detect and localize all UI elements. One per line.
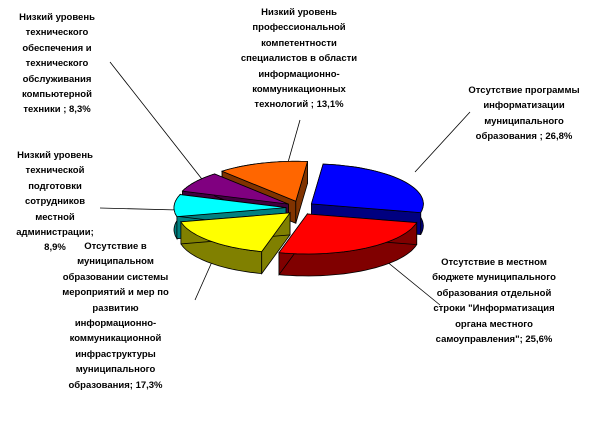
slice-1-top xyxy=(278,213,418,255)
leader-line-4 xyxy=(109,61,206,184)
data-label-red: Отсутствие в местном бюджете муниципальн… xyxy=(432,257,556,346)
data-label-blue: Отсутствие программы информатизации муни… xyxy=(468,85,580,143)
slice-4-top xyxy=(181,173,289,205)
data-label-purple: Низкий уровень технического обеспечения … xyxy=(19,12,95,116)
slice-0-top xyxy=(310,163,424,214)
data-label-yellow: Отсутствие в муниципальном образовании с… xyxy=(62,241,169,391)
data-label-orange: Низкий уровень профессиональной компетен… xyxy=(240,7,358,111)
slice-5-top xyxy=(220,160,309,202)
slice-3-top xyxy=(173,194,287,218)
leader-line-0 xyxy=(414,111,471,173)
slice-2-top xyxy=(180,212,291,253)
data-label-cyan: Низкий уровень технической подготовки со… xyxy=(16,150,94,254)
leader-line-3 xyxy=(99,207,179,211)
